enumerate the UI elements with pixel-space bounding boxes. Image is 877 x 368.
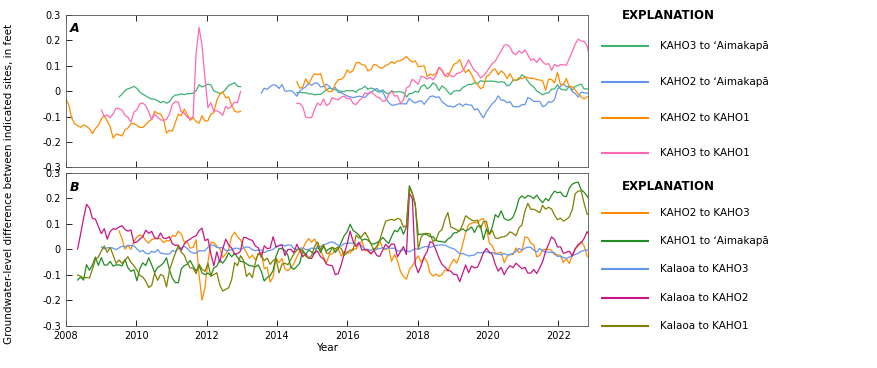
Text: Kalaoa to KAHO3: Kalaoa to KAHO3 (660, 264, 748, 275)
Text: Kalaoa to KAHO1: Kalaoa to KAHO1 (660, 321, 748, 331)
Text: EXPLANATION: EXPLANATION (622, 9, 715, 22)
Text: B: B (70, 181, 80, 194)
Text: KAHO2 to KAHO1: KAHO2 to KAHO1 (660, 113, 749, 123)
Text: EXPLANATION: EXPLANATION (622, 180, 715, 193)
Text: KAHO2 to KAHO3: KAHO2 to KAHO3 (660, 208, 749, 218)
Text: A: A (70, 22, 80, 35)
Text: KAHO2 to ʻAimakapā: KAHO2 to ʻAimakapā (660, 77, 768, 87)
Text: Kalaoa to KAHO2: Kalaoa to KAHO2 (660, 293, 748, 303)
Text: KAHO3 to ʻAimakapā: KAHO3 to ʻAimakapā (660, 42, 768, 52)
Text: KAHO1 to ʻAimakapā: KAHO1 to ʻAimakapā (660, 236, 768, 246)
Text: KAHO3 to KAHO1: KAHO3 to KAHO1 (660, 148, 749, 158)
X-axis label: Year: Year (316, 343, 338, 353)
Text: Groundwater-level difference between indicated sites, in feet: Groundwater-level difference between ind… (4, 24, 14, 344)
